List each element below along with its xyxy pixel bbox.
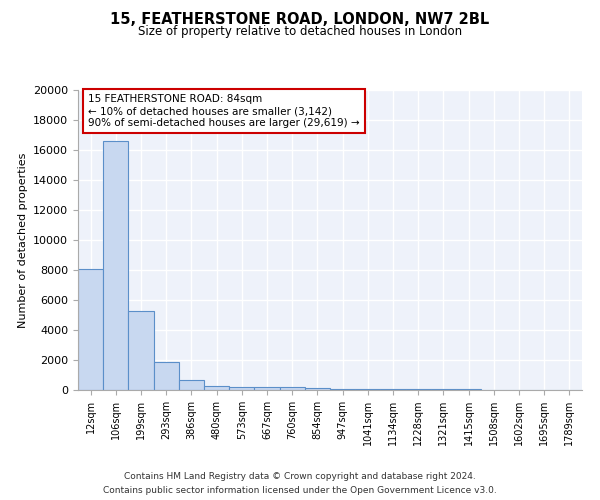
- Bar: [431, 389, 456, 390]
- Bar: [380, 389, 406, 390]
- Bar: [103, 141, 128, 390]
- Y-axis label: Number of detached properties: Number of detached properties: [17, 152, 28, 328]
- Bar: [154, 362, 179, 390]
- Bar: [406, 389, 431, 390]
- Bar: [179, 380, 204, 390]
- Bar: [254, 387, 280, 390]
- Text: 15, FEATHERSTONE ROAD, LONDON, NW7 2BL: 15, FEATHERSTONE ROAD, LONDON, NW7 2BL: [110, 12, 490, 28]
- Text: Contains HM Land Registry data © Crown copyright and database right 2024.: Contains HM Land Registry data © Crown c…: [124, 472, 476, 481]
- Bar: [280, 388, 305, 390]
- Bar: [229, 386, 254, 390]
- Text: Size of property relative to detached houses in London: Size of property relative to detached ho…: [138, 25, 462, 38]
- Bar: [204, 386, 229, 390]
- Bar: [355, 389, 380, 390]
- Text: 15 FEATHERSTONE ROAD: 84sqm
← 10% of detached houses are smaller (3,142)
90% of : 15 FEATHERSTONE ROAD: 84sqm ← 10% of det…: [88, 94, 360, 128]
- Text: Contains public sector information licensed under the Open Government Licence v3: Contains public sector information licen…: [103, 486, 497, 495]
- Bar: [78, 268, 103, 390]
- Bar: [330, 388, 355, 390]
- Bar: [305, 388, 330, 390]
- Bar: [128, 310, 154, 390]
